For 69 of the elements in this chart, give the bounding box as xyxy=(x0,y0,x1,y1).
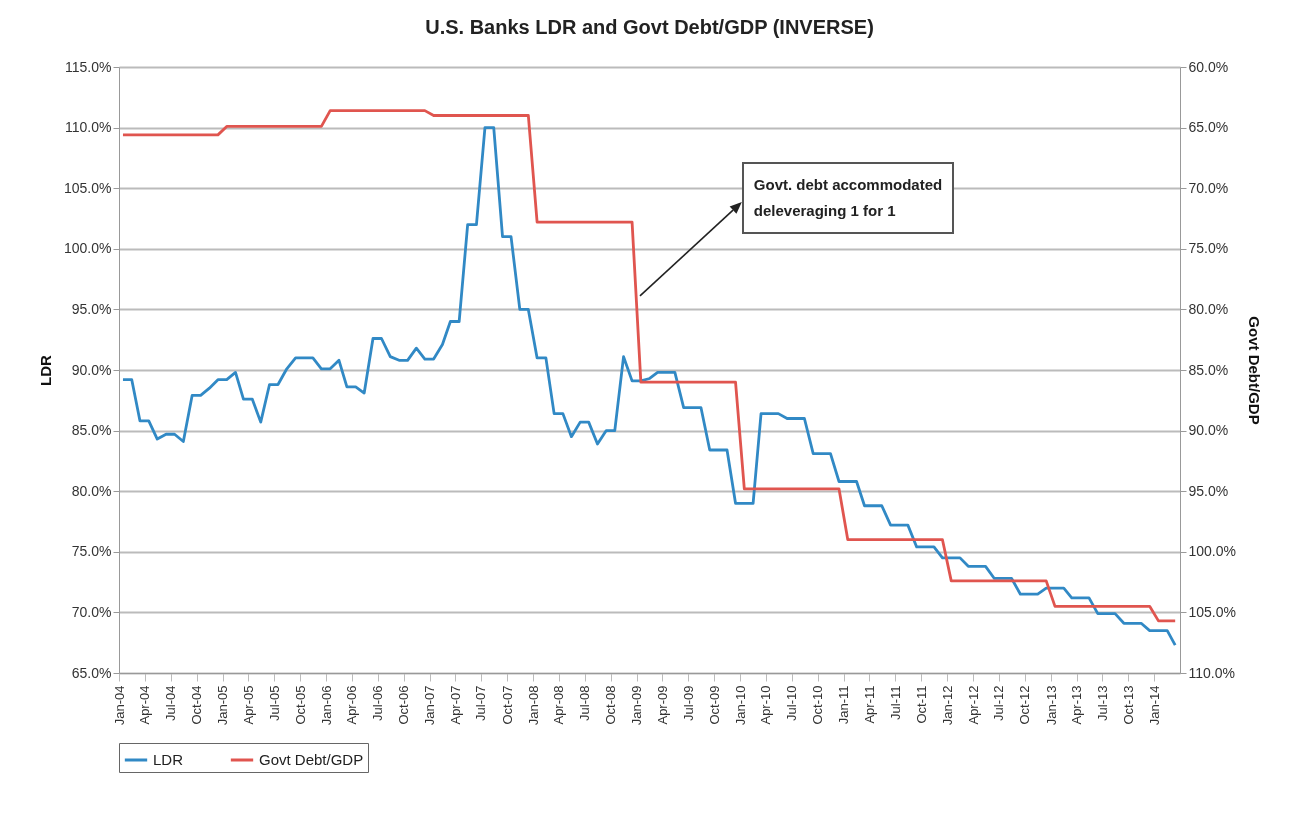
y-tick-label: 70.0% xyxy=(71,603,112,620)
y2-tick-label: 60.0% xyxy=(1188,58,1229,75)
x-tick-label: Jan-11 xyxy=(836,685,852,725)
x-tick-label: Jan-12 xyxy=(939,685,955,726)
x-tick-label: Jul-12 xyxy=(991,685,1007,721)
x-tick-label: Jul-05 xyxy=(266,685,282,721)
y-tick-label: 65.0% xyxy=(71,664,112,681)
x-tick-label: Jan-10 xyxy=(732,685,748,726)
chart-title: U.S. Banks LDR and Govt Debt/GDP (INVERSE) xyxy=(425,16,874,38)
y2-tick-label: 85.0% xyxy=(1188,361,1229,378)
x-tick-label: Oct-08 xyxy=(603,685,619,725)
y-tick-label: 85.0% xyxy=(71,422,112,439)
x-tick-label: Oct-10 xyxy=(810,685,826,725)
x-tick-label: Jan-13 xyxy=(1043,685,1059,726)
x-tick-label: Jul-10 xyxy=(784,685,800,721)
x-tick-label: Apr-13 xyxy=(1069,685,1085,725)
x-tick-label: Jan-06 xyxy=(318,685,334,726)
x-tick-label: Jan-09 xyxy=(629,685,645,726)
legend-label: Govt Debt/GDP xyxy=(259,751,364,768)
legend-label: LDR xyxy=(153,751,184,768)
x-tick-label: Jul-08 xyxy=(577,685,593,721)
y2-tick-label: 65.0% xyxy=(1188,119,1229,136)
x-tick-label: Oct-06 xyxy=(396,685,412,725)
x-tick-label: Jan-05 xyxy=(215,685,231,726)
x-tick-label: Oct-04 xyxy=(189,685,205,725)
x-tick-label: Jul-04 xyxy=(163,685,179,721)
y2-tick-label: 95.0% xyxy=(1188,482,1229,499)
x-tick-label: Oct-12 xyxy=(1017,685,1033,725)
x-tick-label: Apr-08 xyxy=(551,685,567,725)
x-tick-label: Jan-08 xyxy=(525,685,541,726)
x-tick-label: Apr-04 xyxy=(137,685,153,725)
y-tick-label: 75.0% xyxy=(71,543,112,560)
y-tick-label: 100.0% xyxy=(64,240,112,257)
y2-tick-label: 110.0% xyxy=(1188,664,1235,681)
x-tick-label: Jan-14 xyxy=(1146,685,1162,726)
y-tick-label: 80.0% xyxy=(71,482,112,499)
y-tick-label: 110.0% xyxy=(65,119,112,136)
x-tick-label: Apr-10 xyxy=(758,685,774,725)
y2-tick-label: 90.0% xyxy=(1188,422,1229,439)
y-tick-label: 105.0% xyxy=(64,179,112,196)
x-tick-label: Jul-13 xyxy=(1094,685,1110,721)
y-tick-label: 90.0% xyxy=(71,361,112,378)
x-tick-label: Apr-09 xyxy=(654,685,670,725)
x-tick-label: Apr-06 xyxy=(344,685,360,725)
annotation: Govt. debt accommodated deleveraging 1 for 1 xyxy=(753,175,943,222)
x-tick-label: Jul-06 xyxy=(370,685,386,721)
x-tick-label: Oct-11 xyxy=(913,685,929,724)
x-tick-label: Jul-11 xyxy=(887,685,903,720)
x-tick-label: Apr-12 xyxy=(965,685,981,725)
x-tick-label: Jul-09 xyxy=(680,685,696,721)
x-tick-label: Jul-07 xyxy=(473,685,489,721)
y2-tick-label: 105.0% xyxy=(1188,603,1236,620)
x-tick-label: Jan-04 xyxy=(111,685,127,726)
y2-tick-label: 75.0% xyxy=(1188,240,1229,257)
x-tick-label: Oct-07 xyxy=(499,685,515,725)
y2-tick-label: 80.0% xyxy=(1188,300,1229,317)
y-tick-label: 95.0% xyxy=(71,300,112,317)
y2-tick-label: 100.0% xyxy=(1188,543,1236,560)
x-tick-label: Apr-05 xyxy=(240,685,256,725)
x-tick-label: Jan-07 xyxy=(422,685,438,726)
x-tick-label: Oct-05 xyxy=(292,685,308,725)
x-tick-label: Oct-13 xyxy=(1120,685,1136,725)
y-tick-label: 115.0% xyxy=(65,58,112,75)
y2-tick-label: 70.0% xyxy=(1188,179,1229,196)
x-tick-label: Oct-09 xyxy=(706,685,722,725)
x-tick-label: Apr-11 xyxy=(861,685,877,724)
y2-axis-title: Govt Debt/GDP xyxy=(1245,316,1263,425)
x-tick-label: Apr-07 xyxy=(447,685,463,725)
y-axis-title: LDR xyxy=(37,354,55,386)
